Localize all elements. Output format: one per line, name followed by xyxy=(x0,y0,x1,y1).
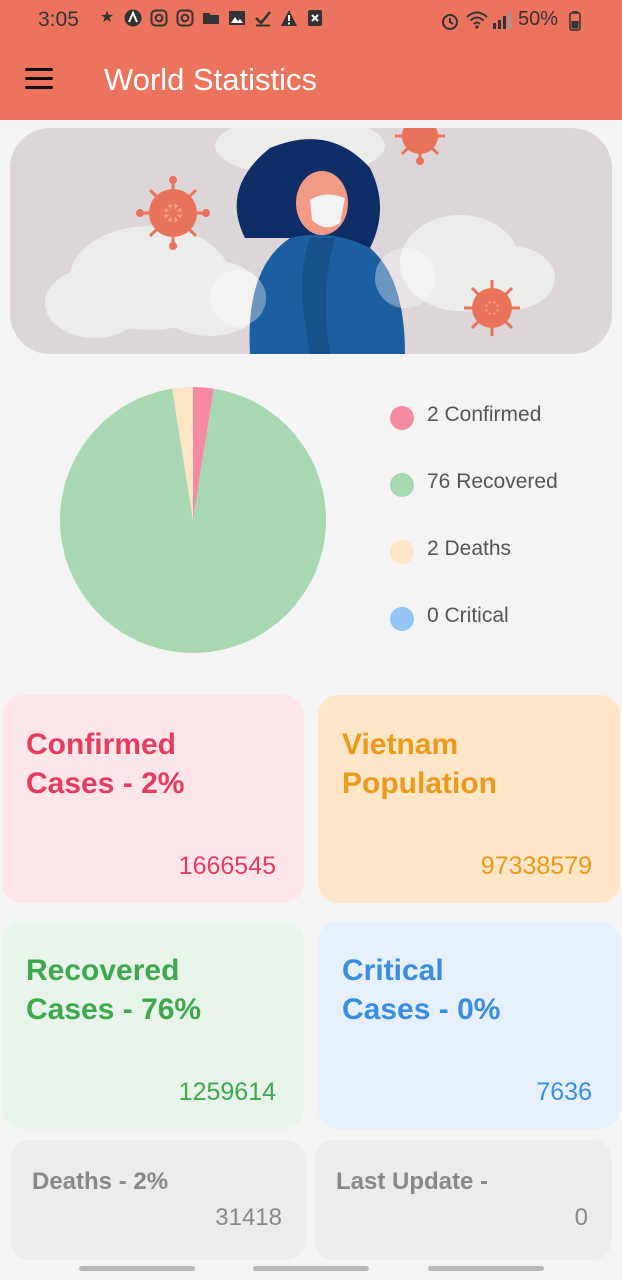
virus-illustration xyxy=(45,128,555,354)
instagram-icon xyxy=(150,9,168,27)
nav-back-button[interactable] xyxy=(428,1266,544,1271)
top-bar: 3:05 ★ xyxy=(0,0,622,120)
pie-slice-confirmed xyxy=(193,387,214,520)
deaths-title: Deaths - 2% xyxy=(32,1168,169,1195)
legend-dot xyxy=(390,473,414,497)
legend-dot xyxy=(390,607,414,631)
legend-dot xyxy=(390,406,414,430)
card-title-line: Cases - 76% xyxy=(26,993,202,1026)
illustration-banner xyxy=(10,128,612,354)
warning-icon xyxy=(280,9,298,27)
last-update-value: 0 xyxy=(574,1204,588,1231)
status-time: 3:05 xyxy=(38,8,79,31)
deaths-card[interactable]: Deaths - 2% 31418 xyxy=(10,1140,306,1260)
virus-icon xyxy=(136,176,210,250)
system-status: 50% xyxy=(440,8,584,31)
last-update-title: Last Update - xyxy=(336,1168,489,1195)
status-bar: 3:05 ★ xyxy=(0,0,622,40)
close-box-icon xyxy=(306,9,324,27)
legend-dot xyxy=(390,540,414,564)
critical-cases-card[interactable]: Critical Cases - 0% 7636 xyxy=(318,921,620,1129)
recovered-count: 1259614 xyxy=(178,1078,276,1106)
card-title-line: Population xyxy=(342,767,497,800)
card-title-line: Cases - 0% xyxy=(342,993,501,1026)
card-title: Vietnam Population xyxy=(342,725,497,803)
deaths-count: 31418 xyxy=(215,1204,282,1231)
page-title: World Statistics xyxy=(104,62,318,97)
legend-label: 76 Recovered xyxy=(427,470,558,493)
folder-icon xyxy=(202,9,220,27)
instagram-icon xyxy=(176,9,194,27)
app-a-icon xyxy=(124,9,142,27)
nav-home-button[interactable] xyxy=(253,1266,369,1271)
image-icon xyxy=(228,9,246,27)
emergency-icon: ★ xyxy=(99,9,115,26)
legend-label: 2 Confirmed xyxy=(427,403,542,426)
card-title: Recovered Cases - 76% xyxy=(26,951,201,1029)
nav-recents-button[interactable] xyxy=(79,1266,195,1271)
woman-figure xyxy=(210,139,435,354)
card-title-line: Critical xyxy=(342,954,444,987)
notification-icons: ★ xyxy=(98,9,324,27)
menu-icon[interactable] xyxy=(25,68,53,90)
confirmed-cases-card[interactable]: Confirmed Cases - 2% 1666545 xyxy=(2,695,304,903)
card-title-line: Cases - 2% xyxy=(26,767,185,800)
check-icon xyxy=(254,9,272,27)
card-title: Confirmed Cases - 2% xyxy=(26,725,184,803)
population-count: 97338579 xyxy=(480,852,592,880)
alarm-icon xyxy=(440,11,458,30)
card-title: Critical Cases - 0% xyxy=(342,951,500,1029)
signal-icon xyxy=(492,11,511,29)
virus-icon xyxy=(395,128,445,165)
battery-icon xyxy=(566,10,584,31)
pie-slice-recovered xyxy=(60,388,326,653)
battery-percent: 50% xyxy=(517,8,558,30)
wifi-icon xyxy=(466,11,488,29)
recovered-cases-card[interactable]: Recovered Cases - 76% 1259614 xyxy=(2,921,304,1129)
virus-icon xyxy=(464,280,520,336)
card-title-line: Recovered xyxy=(26,954,180,987)
card-title-line: Confirmed xyxy=(26,728,176,761)
last-update-card[interactable]: Last Update - 0 xyxy=(314,1140,612,1260)
stats-pie-chart xyxy=(60,387,326,653)
app-bar: World Statistics xyxy=(0,48,622,112)
legend-label: 2 Deaths xyxy=(427,537,512,560)
pie-slice-deaths xyxy=(172,387,193,520)
card-title-line: Vietnam xyxy=(342,728,459,761)
confirmed-count: 1666545 xyxy=(178,852,276,880)
legend-label: 0 Critical xyxy=(427,604,509,627)
critical-count: 7636 xyxy=(536,1078,592,1106)
population-card[interactable]: Vietnam Population 97338579 xyxy=(318,695,620,903)
